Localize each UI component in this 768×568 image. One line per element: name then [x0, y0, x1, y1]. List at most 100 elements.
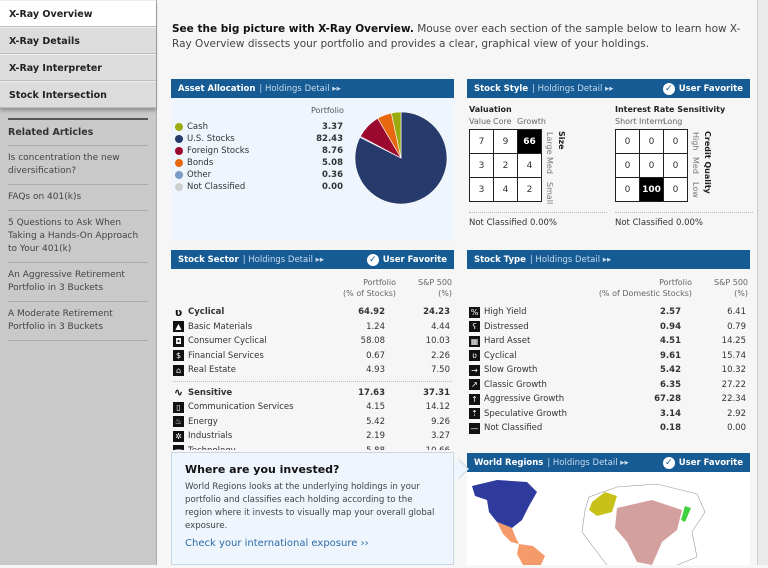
row-label: Small [545, 182, 554, 205]
grid-icon: ▦ [469, 335, 480, 347]
related-article-link[interactable]: Is concentration the new diversification… [8, 146, 148, 185]
stock-type-panel[interactable]: Stock Type | Holdings Detail ▸▸ Portfolio… [467, 250, 750, 440]
portfolio-value: 5.88 [366, 446, 385, 451]
col-label: Portfolio [363, 278, 396, 287]
table-row[interactable]: ▦ Hard Asset 4.51 14.25 [469, 334, 748, 348]
sp500-value: 24.23 [423, 307, 450, 317]
table-row[interactable]: ▭ Technology 5.88 10.66 [173, 444, 452, 451]
tab-stock-intersection[interactable]: Stock Intersection [0, 81, 156, 108]
table-row[interactable]: — Not Classified 0.18 0.00 [469, 421, 748, 435]
row-label: Industrials [188, 431, 233, 441]
valuation-title: Valuation [469, 105, 512, 114]
portfolio-value: 58.08 [360, 336, 385, 346]
user-favorite[interactable]: ✓ User Favorite [662, 456, 743, 469]
sp500-value: 9.26 [431, 416, 450, 427]
arrow-up-icon: ↑ [469, 393, 480, 405]
asset-allocation-panel[interactable]: Asset Allocation | Holdings Detail ▸▸ Por… [171, 79, 454, 241]
table-row[interactable]: ʋ Cyclical 9.61 15.74 [469, 349, 748, 363]
scrollbar[interactable] [757, 0, 768, 565]
table-row[interactable]: ✲ Industrials 2.19 3.27 [173, 429, 452, 443]
sp500-value: 0.00 [727, 423, 746, 433]
asset-value: 5.08 [322, 158, 343, 168]
col-label: S&P 500 [418, 278, 452, 287]
intro-bold: See the big picture with X-Ray Overview. [172, 23, 414, 35]
intro-text: See the big picture with X-Ray Overview.… [172, 22, 752, 52]
row-label: Hard Asset [484, 336, 531, 346]
user-favorite[interactable]: ✓ User Favorite [366, 253, 447, 266]
style-cell: 66 [517, 129, 542, 154]
table-row[interactable]: → Slow Growth 5.42 10.32 [469, 363, 748, 377]
panel-header: World Regions | Holdings Detail ▸▸ ✓ User F… [467, 453, 750, 472]
table-row[interactable]: ▲ Basic Materials 1.24 4.44 [173, 320, 452, 334]
holdings-detail-link[interactable]: | Holdings Detail ▸▸ [529, 254, 612, 265]
house-icon: ⌂ [173, 364, 184, 376]
panel-title: Stock Sector [178, 254, 239, 265]
asset-value: 3.37 [322, 122, 343, 132]
table-row[interactable]: ♨ Energy 5.42 9.26 [173, 415, 452, 429]
table-row[interactable]: ʋ Cyclical 64.92 24.23 [173, 305, 452, 319]
computer-icon: ▭ [173, 445, 184, 450]
table-row[interactable]: $ Financial Services 0.67 2.26 [173, 349, 452, 363]
style-cell: 7 [469, 129, 494, 154]
tab-x-ray-overview[interactable]: X-Ray Overview [0, 0, 156, 27]
tab-x-ray-interpreter[interactable]: X-Ray Interpreter [0, 54, 156, 81]
stock-style-panel[interactable]: Stock Style | Holdings Detail ▸▸ ✓ User Fav… [467, 79, 753, 239]
panel-title: World Regions [474, 457, 544, 468]
tab-x-ray-details[interactable]: X-Ray Details [0, 27, 156, 54]
north-america-region [472, 480, 537, 528]
style-cell: 2 [493, 153, 518, 178]
portfolio-value: 2.57 [660, 307, 681, 317]
row-label: Distressed [484, 321, 529, 332]
phone-icon: ▯ [173, 401, 184, 413]
row-label: Consumer Cyclical [188, 336, 267, 346]
holdings-detail-link[interactable]: | Holdings Detail ▸▸ [242, 254, 325, 265]
user-favorite[interactable]: ✓ User Favorite [662, 82, 743, 95]
table-row[interactable]: ∿ Sensitive 17.63 37.31 [173, 386, 452, 400]
asia-region [615, 500, 682, 565]
holdings-detail-link[interactable]: | Holdings Detail ▸▸ [532, 83, 614, 94]
holdings-detail-link[interactable]: | Holdings Detail ▸▸ [259, 83, 341, 94]
europe-region [589, 492, 617, 516]
row-label: Classic Growth [484, 379, 547, 390]
table-row[interactable]: ʕ Distressed 0.94 0.79 [469, 320, 748, 334]
table-row[interactable]: ↗ Classic Growth 6.35 27.22 [469, 378, 748, 392]
row-label: Cyclical [484, 350, 517, 361]
world-regions-panel[interactable]: World Regions | Holdings Detail ▸▸ ✓ User F… [467, 453, 750, 566]
sensitive-icon: ∿ [173, 386, 184, 399]
table-row[interactable]: ↑ Aggressive Growth 67.28 22.34 [469, 392, 748, 406]
asset-label: U.S. Stocks [187, 134, 235, 144]
related-article-link[interactable]: A Moderate Retirement Portfolio in 3 Buc… [8, 302, 148, 341]
portfolio-value: 17.63 [358, 387, 385, 398]
rate-grid: 0 0 0 0 0 0 0 100 0 [615, 129, 688, 202]
column-label: Long [663, 117, 683, 126]
related-article-link[interactable]: 5 Questions to Ask When Taking a Hands-O… [8, 211, 148, 263]
holdings-detail-link[interactable]: | Holdings Detail ▸▸ [547, 457, 629, 468]
related-article-link[interactable]: FAQs on 401(k)s [8, 185, 148, 211]
table-row[interactable]: ⌂ Real Estate 4.93 7.50 [173, 363, 452, 377]
panel-header: Stock Style | Holdings Detail ▸▸ ✓ User Fav… [467, 79, 750, 98]
asset-row: Not Classified 0.00 [175, 181, 343, 193]
sp500-value: 27.22 [721, 379, 746, 390]
style-cell: 100 [639, 177, 664, 202]
table-row[interactable]: ▯ Communication Services 4.15 14.12 [173, 400, 452, 414]
col-sublabel: (% of Stocks) [343, 289, 396, 298]
world-map [472, 480, 706, 566]
main-content: See the big picture with X-Ray Overview.… [158, 0, 756, 566]
table-row[interactable]: ⇡ Speculative Growth 3.14 2.92 [469, 407, 748, 421]
table-row[interactable]: % High Yield 2.57 6.41 [469, 305, 748, 319]
asset-row: Bonds 5.08 [175, 157, 343, 169]
table-row[interactable]: ◘ Consumer Cyclical 58.08 10.03 [173, 334, 452, 348]
style-cell: 0 [663, 153, 688, 178]
international-exposure-link[interactable]: Check your international exposure ›› [185, 538, 369, 549]
not-classified: Not Classified 0.00% [615, 218, 704, 228]
related-articles-title: Related Articles [8, 120, 148, 146]
rate-title: Interest Rate Sensitivity [615, 105, 726, 114]
row-label: Large [545, 132, 554, 155]
stock-sector-panel[interactable]: Stock Sector | Holdings Detail ▸▸ ✓ User Fa… [171, 250, 454, 450]
divider [469, 212, 607, 213]
related-article-link[interactable]: An Aggressive Retirement Portfolio in 3 … [8, 263, 148, 302]
row-label: Low [691, 182, 700, 198]
row-label: Real Estate [188, 365, 236, 375]
row-label: Cyclical [188, 307, 225, 317]
asset-value: 0.36 [322, 170, 343, 180]
